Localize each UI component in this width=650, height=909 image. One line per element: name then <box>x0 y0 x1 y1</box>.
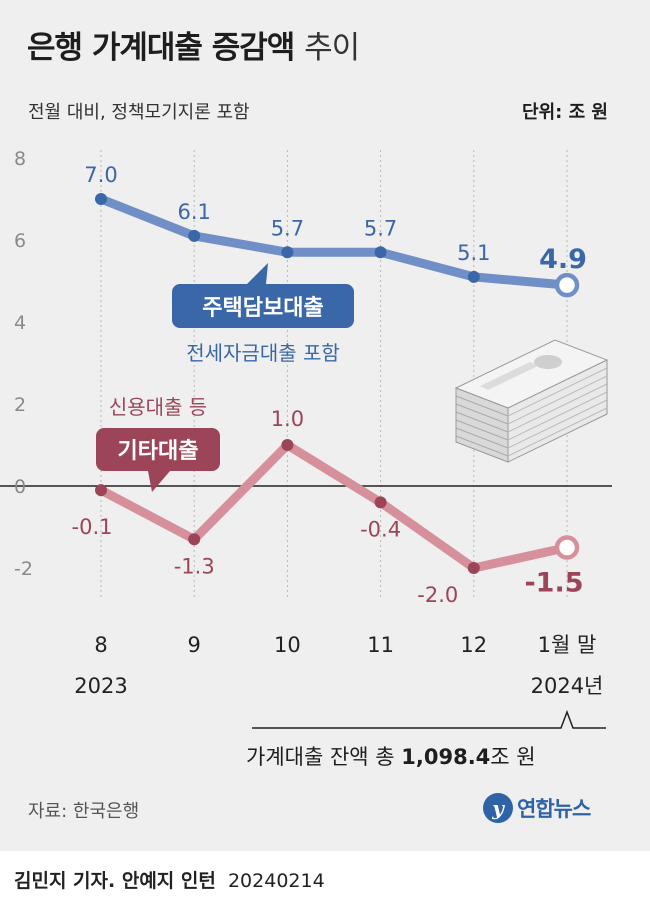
legend-pointer-mortgage <box>247 263 268 284</box>
data-point-other <box>467 562 480 574</box>
data-label-other: -1.5 <box>524 568 583 599</box>
money-edge-line <box>507 367 608 417</box>
x-tick-label: 11 <box>367 633 394 657</box>
subtitle: 전월 대비, 정책모기지론 포함 <box>28 102 250 123</box>
data-point-last-mortgage <box>554 272 580 298</box>
line-chart: 8 6 4 2 0 -2 8 2023 9 10 11 12 1월 말 2024년 7.0 6.1 5.7 5.7… <box>0 148 612 729</box>
y-tick-label: 6 <box>14 230 26 252</box>
logo-text: 연합뉴스 <box>517 797 591 821</box>
legend-box-mortgage <box>172 284 354 328</box>
data-point-mortgage <box>281 246 294 259</box>
total-value: 1,098.4 <box>401 745 491 769</box>
credit-date: 20240214 <box>227 870 325 892</box>
y-tick-label: 4 <box>14 312 26 334</box>
y-tick-label: 0 <box>14 476 26 498</box>
x-tick-label: 8 <box>94 633 107 657</box>
data-label-mortgage: 5.1 <box>457 241 490 265</box>
money-edge-line <box>455 419 509 441</box>
data-point-other <box>281 439 294 451</box>
legend-note-mortgage: 전세자금대출 포함 <box>186 341 340 365</box>
money-edge-line <box>455 435 509 457</box>
legend-note-other: 신용대출 등 <box>109 395 207 419</box>
x-tick-label: 12 <box>460 633 487 657</box>
total-suffix: 조 원 <box>490 745 536 769</box>
title-suffix: 추이 <box>304 30 360 66</box>
series-line-other <box>96 440 572 573</box>
money-edge-line <box>455 427 509 449</box>
data-point-mortgage <box>95 193 107 205</box>
source-note: 자료: 한국은행 <box>28 801 140 822</box>
total-balance: 가계대출 잔액 총 1,098.4조 원 <box>246 741 536 771</box>
data-point-other <box>188 533 201 546</box>
x-tick-label: 10 <box>274 633 301 657</box>
money-edge-line <box>507 375 608 425</box>
y-tick-label: 8 <box>14 148 26 170</box>
money-edge-line <box>455 411 509 433</box>
data-label-other: -0.4 <box>360 517 401 541</box>
data-point-last-other <box>554 535 580 560</box>
credit-line: 김민지 기자. 안예지 인턴 20240214 <box>14 866 325 893</box>
data-point-mortgage <box>467 270 480 283</box>
x-tick-label: 9 <box>188 633 201 657</box>
money-edge-line <box>455 395 509 417</box>
money-edge-line <box>507 399 608 449</box>
x-tick-label: 1월 말 <box>538 633 597 657</box>
data-label-mortgage: 7.0 <box>84 163 117 187</box>
data-label-mortgage: 4.9 <box>539 244 587 275</box>
logo-mark-icon: y <box>483 793 513 823</box>
series-line-mortgage <box>96 194 572 290</box>
data-label-other: -0.1 <box>72 515 113 539</box>
data-point-mortgage <box>374 246 387 259</box>
legend-label-mortgage: 주택담보대출 <box>202 296 323 321</box>
data-label-mortgage: 5.7 <box>271 216 304 240</box>
x-year-label: 2023 <box>74 674 127 698</box>
x-year-label: 2024년 <box>531 674 604 698</box>
data-point-other <box>374 496 387 509</box>
data-label-other: 1.0 <box>271 407 304 431</box>
credit-name: 김민지 기자. 안예지 인턴 <box>14 870 216 892</box>
data-label-other: -1.3 <box>174 554 215 578</box>
legend-label-other: 기타대출 <box>118 439 199 464</box>
y-tick-label: 2 <box>14 394 26 416</box>
money-emblem-icon <box>534 355 562 369</box>
data-label-mortgage: 5.7 <box>364 216 397 240</box>
y-tick-label: -2 <box>14 558 33 580</box>
title-main: 은행 가계대출 증감액 <box>27 30 295 66</box>
data-point-other <box>95 484 107 497</box>
page-title: 은행 가계대출 증감액 추이 <box>27 22 360 67</box>
unit-label: 단위: 조 원 <box>522 102 608 123</box>
money-edge-line <box>507 407 608 457</box>
yonhap-logo: y 연합뉴스 <box>483 791 591 825</box>
total-bracket <box>252 709 606 729</box>
total-prefix: 가계대출 잔액 총 <box>246 745 395 769</box>
money-edge-line <box>455 403 509 425</box>
money-band-icon <box>480 362 538 390</box>
data-point-mortgage <box>188 229 201 242</box>
data-label-mortgage: 6.1 <box>177 200 210 224</box>
money-edge-line <box>507 383 608 433</box>
data-label-other: -2.0 <box>417 583 458 607</box>
legend-pointer-other <box>148 471 170 492</box>
legend-box-other <box>96 428 220 471</box>
money-edge-line <box>507 391 608 441</box>
